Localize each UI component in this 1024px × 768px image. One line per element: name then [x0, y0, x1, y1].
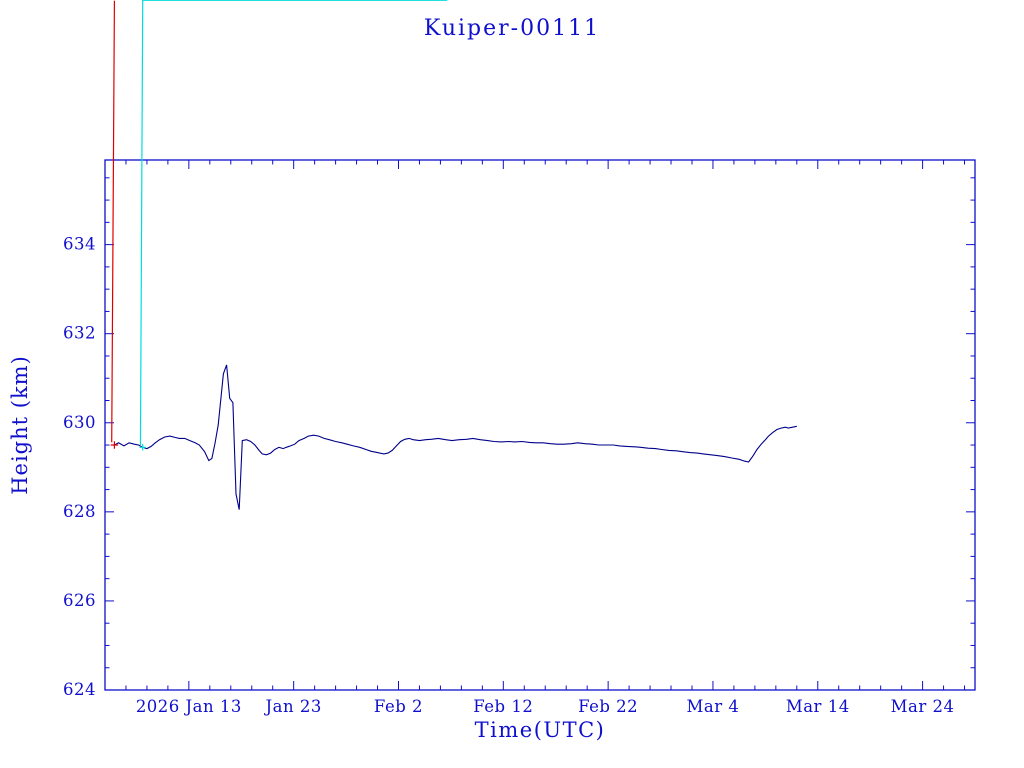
plot-frame [104, 159, 976, 691]
y-tick-label: 634 [63, 235, 96, 254]
red-asterisk-markers [110, 0, 119, 449]
x-axis-label: Time(UTC) [474, 718, 606, 742]
x-tick-label: Jan 23 [264, 697, 322, 716]
axis-ticks [104, 160, 975, 691]
x-tick-label: Feb 2 [374, 697, 423, 716]
y-tick-label: 632 [63, 324, 96, 343]
y-tick-label: 624 [63, 680, 96, 699]
chart-title: Kuiper-00111 [423, 16, 601, 41]
x-tick-label: Mar 4 [687, 697, 740, 716]
x-tick-label: Feb 22 [578, 697, 638, 716]
x-tick-label: Mar 14 [786, 697, 850, 716]
x-tick-label: 2026 Jan 13 [136, 697, 242, 716]
height-data-line [114, 364, 797, 510]
y-tick-label: 626 [63, 591, 96, 610]
tick-labels: 2026 Jan 13 Jan 23 Feb 2 Feb 12 Feb 22 Mar 4 M… [63, 235, 955, 716]
y-tick-label: 630 [63, 413, 96, 432]
x-tick-label: Feb 12 [473, 697, 533, 716]
cyan-asterisk-markers [139, 0, 448, 451]
x-tick-label: Mar 24 [891, 697, 955, 716]
y-tick-label: 628 [63, 502, 96, 521]
